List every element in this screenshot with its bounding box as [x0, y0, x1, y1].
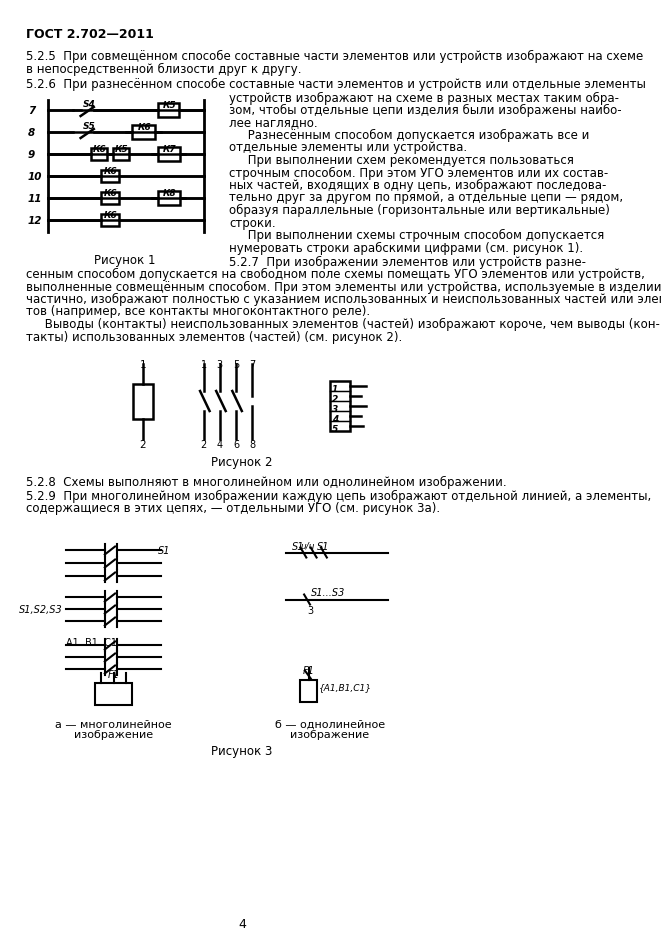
- Text: S4: S4: [83, 100, 96, 109]
- Bar: [301, 680, 317, 701]
- Text: строчным способом. При этом УГО элементов или их состав-: строчным способом. При этом УГО элементо…: [229, 167, 609, 180]
- Bar: [101, 214, 119, 226]
- Text: S1: S1: [292, 542, 304, 551]
- Text: S1: S1: [317, 542, 329, 551]
- Text: 3: 3: [217, 359, 223, 370]
- Text: 3: 3: [332, 405, 338, 414]
- Text: 6: 6: [233, 441, 239, 450]
- Text: 5: 5: [233, 359, 239, 370]
- Text: а — многолинейное: а — многолинейное: [56, 720, 172, 729]
- Text: 4: 4: [238, 918, 246, 931]
- Text: Выводы (контакты) неиспользованных элементов (частей) изображают короче, чем выв: Выводы (контакты) неиспользованных элеме…: [26, 318, 660, 331]
- Text: 9: 9: [28, 150, 35, 160]
- Bar: [158, 103, 179, 117]
- Text: 8: 8: [28, 128, 35, 138]
- Text: При выполнении схемы строчным способом допускается: При выполнении схемы строчным способом д…: [229, 229, 605, 242]
- Text: лее наглядно.: лее наглядно.: [229, 116, 318, 129]
- Text: S1...S3: S1...S3: [311, 589, 346, 598]
- Text: 1: 1: [139, 360, 146, 371]
- Text: 2: 2: [332, 395, 338, 404]
- Text: К5: К5: [115, 145, 129, 154]
- Text: частично, изображают полностью с указанием использованных и неиспользованных час: частично, изображают полностью с указани…: [26, 293, 661, 306]
- Text: устройств изображают на схеме в разных местах таким обра-: устройств изображают на схеме в разных м…: [229, 92, 619, 105]
- Text: К5: К5: [163, 101, 176, 110]
- Text: К6: К6: [93, 145, 106, 154]
- Bar: [157, 147, 180, 161]
- Text: К6: К6: [137, 123, 151, 132]
- Text: 11: 11: [28, 194, 42, 204]
- Text: К6: К6: [104, 167, 118, 176]
- Text: 12: 12: [28, 216, 42, 226]
- Text: {A1,B1,C1}: {A1,B1,C1}: [319, 683, 371, 693]
- Bar: [157, 191, 180, 205]
- Text: 5: 5: [332, 425, 338, 434]
- Text: 10: 10: [28, 172, 42, 182]
- Text: 2: 2: [200, 441, 207, 450]
- Text: 4: 4: [332, 415, 338, 424]
- Text: ных частей, входящих в одну цепь, изображают последова-: ных частей, входящих в одну цепь, изобра…: [229, 179, 607, 192]
- Text: 4: 4: [217, 441, 223, 450]
- Text: S1,S2,S3: S1,S2,S3: [19, 605, 62, 615]
- Text: Разнесённым способом допускается изображать все и: Разнесённым способом допускается изображ…: [229, 129, 590, 142]
- Text: 5.2.8  Схемы выполняют в многолинейном или однолинейном изображении.: 5.2.8 Схемы выполняют в многолинейном ил…: [26, 476, 507, 490]
- Bar: [330, 381, 350, 431]
- Text: К6: К6: [104, 189, 118, 198]
- Text: 2: 2: [139, 440, 146, 449]
- Text: содержащиеся в этих цепях, — отдельными УГО (см. рисунок 3а).: содержащиеся в этих цепях, — отдельными …: [26, 502, 440, 515]
- Bar: [132, 125, 155, 139]
- Text: Рисунок 1: Рисунок 1: [94, 254, 155, 267]
- Text: нумеровать строки арабскими цифрами (см. рисунок 1).: нумеровать строки арабскими цифрами (см.…: [229, 241, 584, 255]
- Text: тельно друг за другом по прямой, а отдельные цепи — рядом,: тельно друг за другом по прямой, а отдел…: [229, 192, 623, 204]
- Text: изображение: изображение: [290, 730, 369, 740]
- Text: F1: F1: [303, 665, 315, 676]
- Text: б — однолинейное: б — однолинейное: [275, 720, 385, 729]
- Text: При выполнении схем рекомендуется пользоваться: При выполнении схем рекомендуется пользо…: [229, 154, 574, 167]
- Text: Рисунок 3: Рисунок 3: [211, 744, 272, 757]
- Text: 7: 7: [28, 106, 35, 116]
- Text: 7: 7: [249, 359, 255, 370]
- Text: сенным способом допускается на свободном поле схемы помещать УГО элементов или у: сенным способом допускается на свободном…: [26, 268, 645, 281]
- Bar: [133, 384, 153, 418]
- Text: 5.2.9  При многолинейном изображении каждую цепь изображают отдельной линией, а : 5.2.9 При многолинейном изображении кажд…: [26, 490, 652, 503]
- Text: 1: 1: [332, 385, 338, 394]
- Text: изображение: изображение: [74, 730, 153, 740]
- Text: К8: К8: [163, 189, 176, 198]
- Text: F1: F1: [108, 670, 120, 680]
- Text: 3: 3: [308, 607, 314, 617]
- Text: 8: 8: [249, 441, 255, 450]
- Text: 5.2.6  При разнесённом способе составные части элементов и устройств или отдельн: 5.2.6 При разнесённом способе составные …: [26, 78, 646, 91]
- Text: тов (например, все контакты многоконтактного реле).: тов (например, все контакты многоконтакт…: [26, 305, 371, 318]
- Text: 5.2.7  При изображении элементов или устройств разне-: 5.2.7 При изображении элементов или устр…: [229, 256, 586, 269]
- Text: S5: S5: [83, 122, 96, 131]
- Text: ГОСТ 2.702—2011: ГОСТ 2.702—2011: [26, 28, 154, 41]
- Text: выполненные совмещённым способом. При этом элементы или устройства, используемые: выполненные совмещённым способом. При эт…: [26, 281, 661, 294]
- Text: отдельные элементы или устройства.: отдельные элементы или устройства.: [229, 141, 467, 154]
- Text: такты) использованных элементов (частей) (см. рисунок 2).: такты) использованных элементов (частей)…: [26, 330, 403, 344]
- Text: образуя параллельные (горизонтальные или вертикальные): образуя параллельные (горизонтальные или…: [229, 204, 610, 217]
- Text: S1: S1: [157, 547, 170, 557]
- Text: 1: 1: [201, 359, 207, 370]
- Text: u/u: u/u: [301, 542, 315, 550]
- Bar: [91, 148, 107, 160]
- Text: Рисунок 2: Рисунок 2: [211, 456, 272, 469]
- Bar: [101, 192, 119, 204]
- Text: К6: К6: [104, 211, 118, 220]
- Text: зом, чтобы отдельные цепи изделия были изображены наибо-: зом, чтобы отдельные цепи изделия были и…: [229, 104, 622, 117]
- Text: 5.2.5  При совмещённом способе составные части элементов или устройств изображаю: 5.2.5 При совмещённом способе составные …: [26, 50, 644, 63]
- Bar: [113, 148, 129, 160]
- Text: строки.: строки.: [229, 216, 276, 229]
- Text: A1  B1  C1: A1 B1 C1: [66, 637, 117, 648]
- Bar: [101, 170, 119, 182]
- Text: К7: К7: [163, 145, 176, 154]
- Bar: [95, 682, 132, 705]
- Text: в непосредственной близости друг к другу.: в непосредственной близости друг к другу…: [26, 63, 302, 76]
